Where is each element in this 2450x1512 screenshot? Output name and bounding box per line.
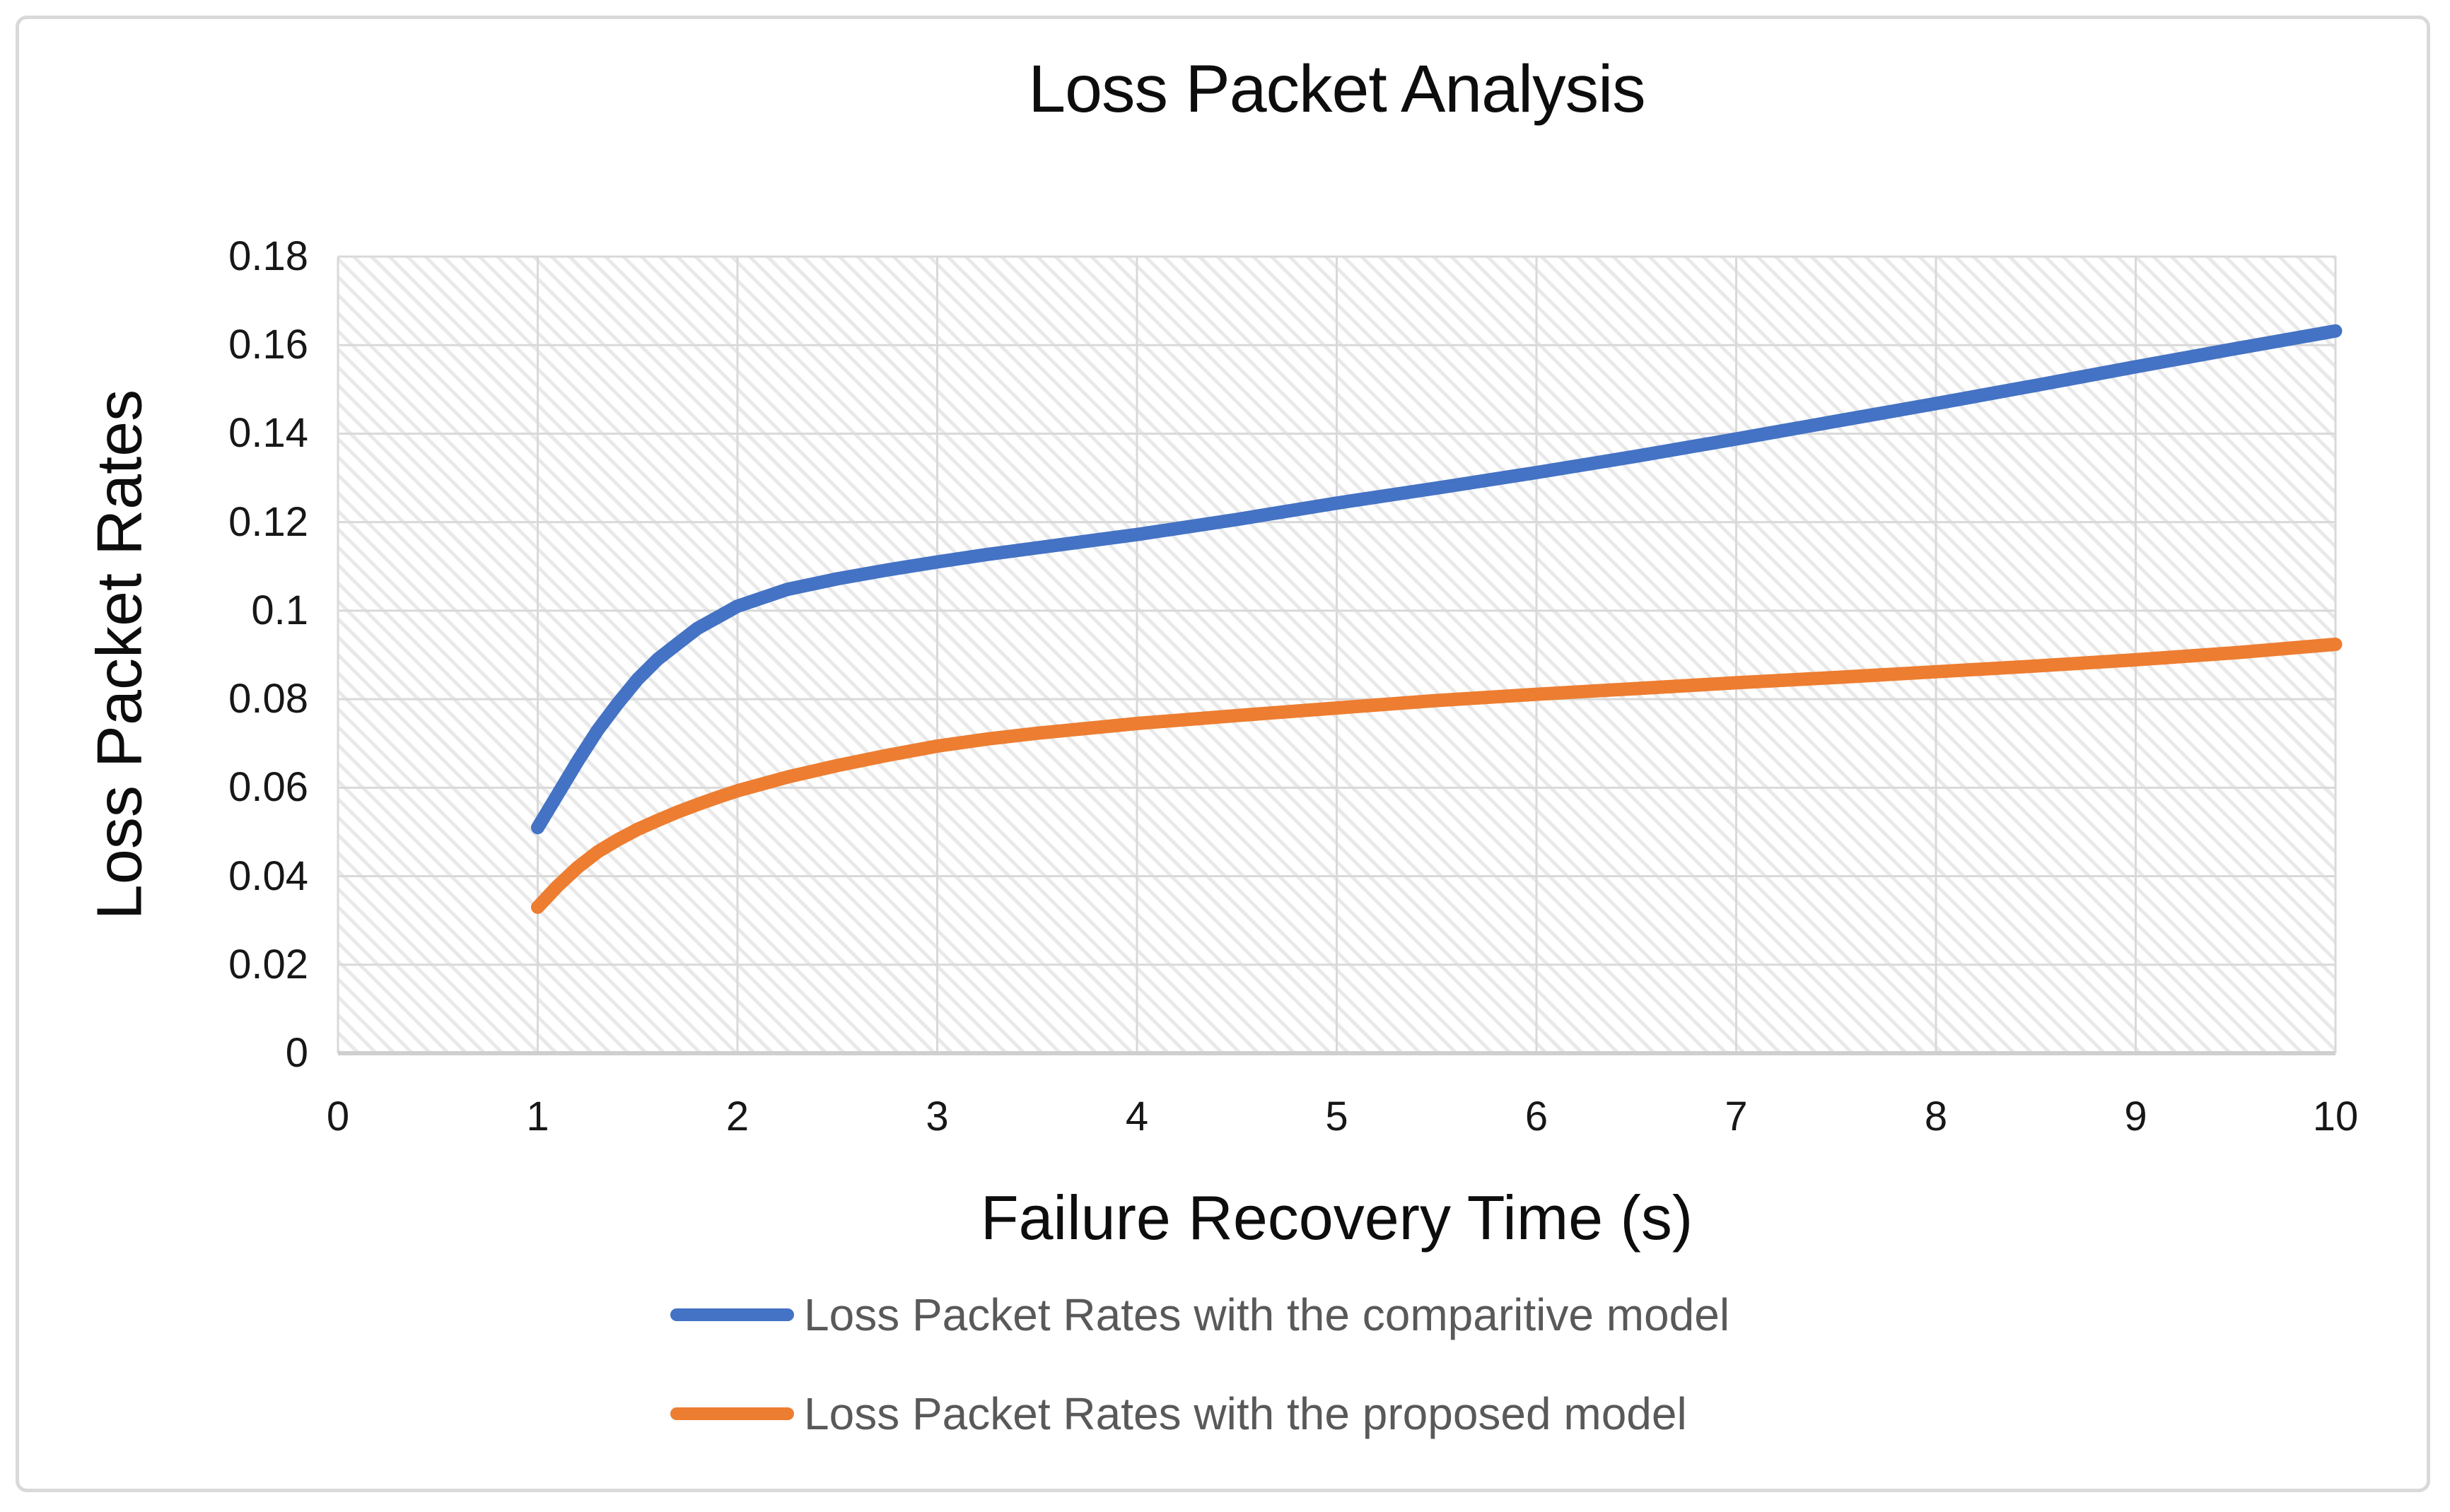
x-tick-label: 2 bbox=[725, 1094, 749, 1139]
x-tick-label: 9 bbox=[2124, 1094, 2147, 1139]
y-tick-label: 0.14 bbox=[228, 410, 308, 457]
y-tick-label: 0.04 bbox=[228, 852, 308, 899]
y-tick-label: 0.08 bbox=[228, 676, 308, 722]
x-tick-label: 8 bbox=[1924, 1094, 1948, 1139]
x-tick-label: 0 bbox=[326, 1094, 350, 1139]
x-tick-label: 1 bbox=[526, 1094, 549, 1139]
x-tick-label: 3 bbox=[926, 1094, 949, 1139]
x-tick-label: 7 bbox=[1725, 1094, 1748, 1139]
y-tick-label: 0.06 bbox=[228, 764, 308, 811]
legend-label: Loss Packet Rates with the comparitive m… bbox=[804, 1289, 1730, 1340]
chart-title: Loss Packet Analysis bbox=[1028, 52, 1645, 127]
x-tick-label: 4 bbox=[1125, 1094, 1149, 1139]
y-tick-label: 0 bbox=[285, 1030, 308, 1076]
legend-line-marker-orange bbox=[670, 1407, 794, 1420]
plot-svg bbox=[337, 255, 2343, 1055]
series-line bbox=[531, 638, 2343, 914]
y-tick-label: 0.02 bbox=[228, 941, 308, 988]
x-axis-title: Failure Recovery Time (s) bbox=[980, 1183, 1693, 1253]
y-tick-label: 0.16 bbox=[228, 322, 308, 368]
y-tick-label: 0.1 bbox=[251, 587, 308, 633]
chart-frame-border bbox=[16, 16, 2430, 1492]
y-tick-label: 0.12 bbox=[228, 498, 308, 545]
x-tick-label: 10 bbox=[2312, 1094, 2359, 1139]
legend-label: Loss Packet Rates with the proposed mode… bbox=[804, 1388, 1687, 1439]
legend-line-marker-blue bbox=[670, 1308, 794, 1321]
x-tick-label: 6 bbox=[1524, 1094, 1548, 1139]
y-tick-label: 0.18 bbox=[228, 233, 308, 279]
series-line bbox=[531, 324, 2343, 835]
y-axis-title: Loss Packet Rates bbox=[84, 389, 156, 920]
x-tick-label: 5 bbox=[1325, 1094, 1348, 1139]
